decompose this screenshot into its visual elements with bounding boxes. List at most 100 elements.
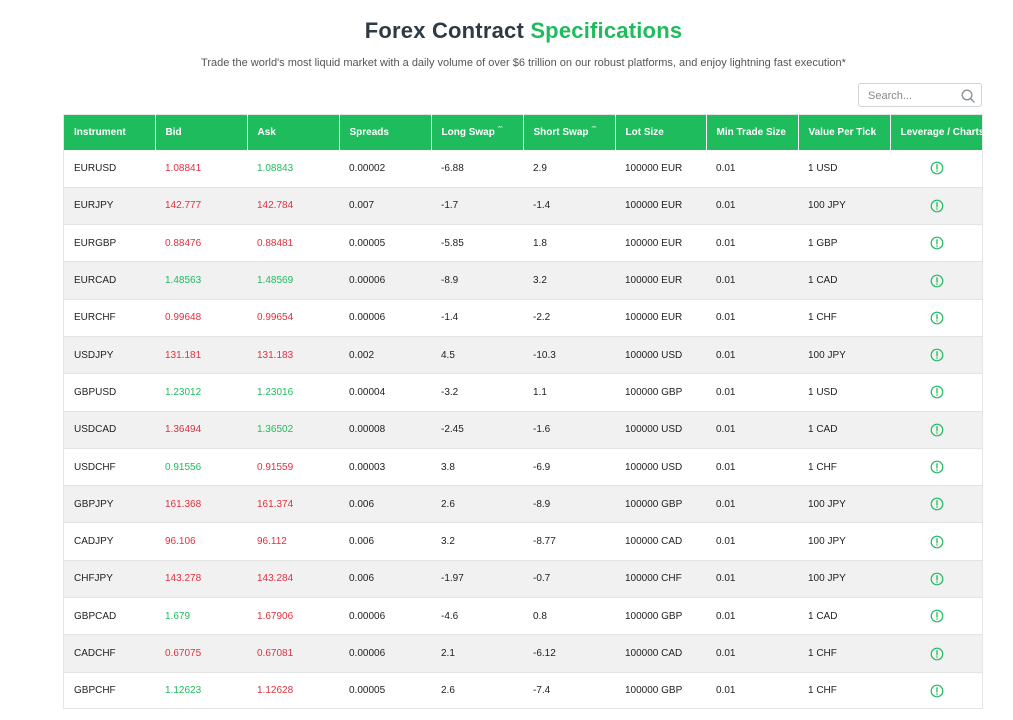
table-row[interactable]: USDJPY 131.181 131.183 0.002 4.5 -10.3 100000 …	[64, 336, 982, 375]
min-trade-size-cell: 0.01	[706, 672, 798, 708]
search-box[interactable]	[858, 83, 982, 107]
table-row[interactable]: EURUSD 1.08841 1.08843 0.00002 -6.88 2.9 10000…	[64, 150, 982, 188]
value-per-tick-cell: 1 CAD	[798, 411, 890, 449]
table-row[interactable]: USDCAD 1.36494 1.36502 0.00008 -2.45 -1.6 1000…	[64, 411, 982, 449]
info-circle-icon[interactable]	[930, 572, 944, 586]
table-row[interactable]: CADCHF 0.67075 0.67081 0.00006 2.1 -6.12 10000…	[64, 634, 982, 673]
table-row[interactable]: GBPUSD 1.23012 1.23016 0.00004 -3.2 1.1 100000…	[64, 373, 982, 412]
value-per-tick-cell: 1 USD	[798, 150, 890, 188]
instrument-cell: GBPJPY	[64, 485, 155, 524]
info-circle-icon[interactable]	[930, 647, 944, 661]
spreads-cell: 0.00002	[339, 150, 431, 188]
long-swap-cell: -1.97	[431, 560, 523, 599]
table-row[interactable]: GBPCAD 1.679 1.67906 0.00006 -4.6 0.8 100000 G…	[64, 597, 982, 636]
instrument-cell: USDCAD	[64, 411, 155, 449]
leverage-charts-cell	[890, 224, 982, 263]
ask-cell: 96.112	[247, 522, 339, 561]
lot-size-cell: 100000 CAD	[615, 522, 706, 561]
search-input[interactable]	[868, 88, 958, 103]
min-trade-size-cell: 0.01	[706, 485, 798, 524]
table-row[interactable]: EURJPY 142.777 142.784 0.007 -1.7 -1.4 100000 …	[64, 187, 982, 226]
value-per-tick-cell: 100 JPY	[798, 187, 890, 226]
leverage-charts-cell	[890, 560, 982, 599]
min-trade-size-cell: 0.01	[706, 522, 798, 561]
lot-size-cell: 100000 CHF	[615, 560, 706, 599]
column-header-bid[interactable]: Bid	[155, 115, 248, 150]
table-row[interactable]: GBPCHF 1.12623 1.12628 0.00005 2.6 -7.4 100000…	[64, 672, 982, 708]
column-header-value-per-tick[interactable]: Value Per Tick	[798, 115, 891, 150]
short-swap-cell: 0.8	[523, 597, 615, 636]
column-header-lot-size[interactable]: Lot Size	[615, 115, 707, 150]
column-header-ask[interactable]: Ask	[247, 115, 340, 150]
sort-icon[interactable]: ˆˆ	[497, 127, 503, 134]
instrument-cell: CADJPY	[64, 522, 155, 561]
table-row[interactable]: EURCAD 1.48563 1.48569 0.00006 -8.9 3.2 100000…	[64, 261, 982, 300]
min-trade-size-cell: 0.01	[706, 411, 798, 449]
spreads-cell: 0.00006	[339, 299, 431, 337]
long-swap-cell: -1.4	[431, 299, 523, 337]
table-row[interactable]: EURGBP 0.88476 0.88481 0.00005 -5.85 1.8 10000…	[64, 224, 982, 263]
ask-cell: 1.23016	[247, 373, 339, 412]
column-header-instrument[interactable]: Instrument	[64, 115, 156, 150]
info-circle-icon[interactable]	[930, 684, 944, 698]
info-circle-icon[interactable]	[930, 348, 944, 362]
info-circle-icon[interactable]	[930, 274, 944, 288]
lot-size-cell: 100000 USD	[615, 411, 706, 449]
instrument-cell: USDCHF	[64, 448, 155, 487]
bid-cell: 96.106	[155, 522, 247, 561]
ask-cell: 0.67081	[247, 634, 339, 673]
table-row[interactable]: EURCHF 0.99648 0.99654 0.00006 -1.4 -2.2 10000…	[64, 299, 982, 337]
info-circle-icon[interactable]	[930, 497, 944, 511]
min-trade-size-cell: 0.01	[706, 150, 798, 188]
page-title-main: Forex Contract	[364, 18, 524, 43]
info-circle-icon[interactable]	[930, 385, 944, 399]
sort-icon[interactable]: ˆˆ	[591, 127, 597, 134]
table-row[interactable]: GBPJPY 161.368 161.374 0.006 2.6 -8.9 100000 G…	[64, 485, 982, 524]
table-row[interactable]: USDCHF 0.91556 0.91559 0.00003 3.8 -6.9 100000…	[64, 448, 982, 487]
instrument-cell: EURUSD	[64, 150, 155, 188]
column-header-short-swap[interactable]: Short Swap ˆˆ	[523, 115, 616, 150]
ask-cell: 0.99654	[247, 299, 339, 337]
info-circle-icon[interactable]	[930, 161, 944, 175]
spreads-cell: 0.00008	[339, 411, 431, 449]
long-swap-cell: -3.2	[431, 373, 523, 412]
instrument-cell: GBPCAD	[64, 597, 155, 636]
info-circle-icon[interactable]	[930, 199, 944, 213]
table-row[interactable]: CADJPY 96.106 96.112 0.006 3.2 -8.77 100000 CA…	[64, 522, 982, 561]
ask-cell: 1.12628	[247, 672, 339, 708]
min-trade-size-cell: 0.01	[706, 597, 798, 636]
short-swap-cell: -1.6	[523, 411, 615, 449]
value-per-tick-cell: 1 CHF	[798, 634, 890, 673]
spreads-cell: 0.00006	[339, 634, 431, 673]
info-circle-icon[interactable]	[930, 460, 944, 474]
bid-cell: 0.91556	[155, 448, 247, 487]
contract-specs-table: Instrument Bid Ask Spreads Long Swap ˆˆ S…	[63, 114, 983, 709]
info-circle-icon[interactable]	[930, 311, 944, 325]
instrument-cell: GBPUSD	[64, 373, 155, 412]
spreads-cell: 0.00003	[339, 448, 431, 487]
min-trade-size-cell: 0.01	[706, 299, 798, 337]
instrument-cell: EURJPY	[64, 187, 155, 226]
instrument-cell: EURGBP	[64, 224, 155, 263]
column-header-min-trade-size[interactable]: Min Trade Size	[706, 115, 799, 150]
info-circle-icon[interactable]	[930, 423, 944, 437]
column-header-spreads[interactable]: Spreads	[339, 115, 432, 150]
leverage-charts-cell	[890, 522, 982, 561]
short-swap-cell: -2.2	[523, 299, 615, 337]
short-swap-cell: -0.7	[523, 560, 615, 599]
info-circle-icon[interactable]	[930, 609, 944, 623]
leverage-charts-cell	[890, 597, 982, 636]
column-header-long-swap[interactable]: Long Swap ˆˆ	[431, 115, 524, 150]
spreads-cell: 0.00005	[339, 224, 431, 263]
short-swap-cell: 3.2	[523, 261, 615, 300]
lot-size-cell: 100000 EUR	[615, 224, 706, 263]
info-circle-icon[interactable]	[930, 535, 944, 549]
leverage-charts-cell	[890, 150, 982, 188]
info-circle-icon[interactable]	[930, 236, 944, 250]
search-icon[interactable]	[960, 88, 976, 104]
table-row[interactable]: CHFJPY 143.278 143.284 0.006 -1.97 -0.7 100000…	[64, 560, 982, 599]
long-swap-cell: -4.6	[431, 597, 523, 636]
value-per-tick-cell: 1 CHF	[798, 448, 890, 487]
column-header-leverage-charts[interactable]: Leverage / Charts	[890, 115, 982, 150]
value-per-tick-cell: 1 USD	[798, 373, 890, 412]
